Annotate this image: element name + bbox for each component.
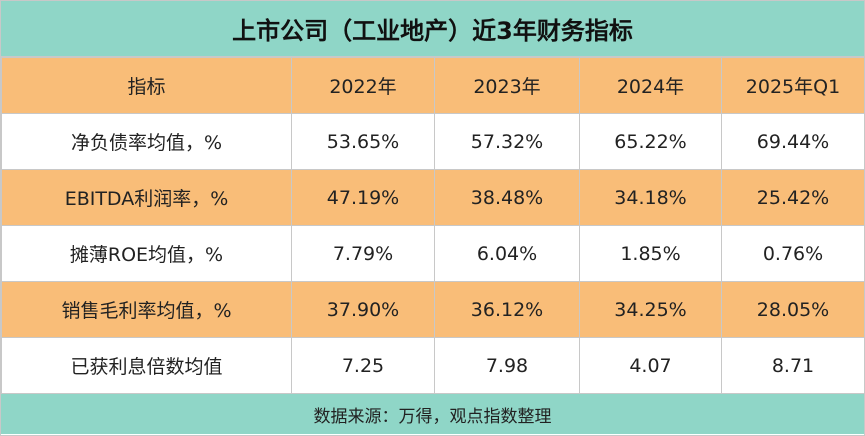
table-row: 摊薄ROE均值，% 7.79% 6.04% 1.85% 0.76% — [1, 225, 865, 282]
table-cell: 65.22% — [579, 113, 722, 170]
table-cell: 7.25 — [291, 337, 435, 394]
row-label: 销售毛利率均值，% — [1, 281, 292, 338]
table-cell: 8.71 — [721, 337, 865, 394]
table-cell: 53.65% — [291, 113, 435, 170]
table-cell: 69.44% — [721, 113, 865, 170]
table-row: 已获利息倍数均值 7.25 7.98 4.07 8.71 — [1, 337, 865, 394]
table-cell: 34.25% — [579, 281, 722, 338]
table-cell: 28.05% — [721, 281, 865, 338]
table-cell: 57.32% — [434, 113, 580, 170]
header-cell: 2022年 — [291, 57, 435, 114]
table-cell: 1.85% — [579, 225, 722, 282]
table-cell: 6.04% — [434, 225, 580, 282]
table-cell: 34.18% — [579, 169, 722, 226]
table-row: EBITDA利润率，% 47.19% 38.48% 34.18% 25.42% — [1, 169, 865, 226]
table-cell: 4.07 — [579, 337, 722, 394]
header-cell: 指标 — [1, 57, 292, 114]
table-cell: 36.12% — [434, 281, 580, 338]
header-cell: 2025年Q1 — [721, 57, 865, 114]
row-label: 净负债率均值，% — [1, 113, 292, 170]
source-note: 数据来源：万得，观点指数整理 — [1, 394, 864, 434]
title: 上市公司（工业地产）近3年财务指标 — [1, 1, 864, 57]
header-cell: 2023年 — [434, 57, 580, 114]
row-label: EBITDA利润率，% — [1, 169, 292, 226]
table-cell: 38.48% — [434, 169, 580, 226]
table-row: 销售毛利率均值，% 37.90% 36.12% 34.25% 28.05% — [1, 281, 865, 338]
table-cell: 0.76% — [721, 225, 865, 282]
header-row: 指标 2022年 2023年 2024年 2025年Q1 — [1, 57, 865, 114]
table-cell: 37.90% — [291, 281, 435, 338]
table-cell: 47.19% — [291, 169, 435, 226]
table-cell: 7.98 — [434, 337, 580, 394]
row-label: 摊薄ROE均值，% — [1, 225, 292, 282]
data-table: 指标 2022年 2023年 2024年 2025年Q1 净负债率均值，% 53.65% 57… — [1, 57, 865, 394]
header-cell: 2024年 — [579, 57, 722, 114]
table-row: 净负债率均值，% 53.65% 57.32% 65.22% 69.44% — [1, 113, 865, 170]
table-cell: 7.79% — [291, 225, 435, 282]
row-label: 已获利息倍数均值 — [1, 337, 292, 394]
table-cell: 25.42% — [721, 169, 865, 226]
